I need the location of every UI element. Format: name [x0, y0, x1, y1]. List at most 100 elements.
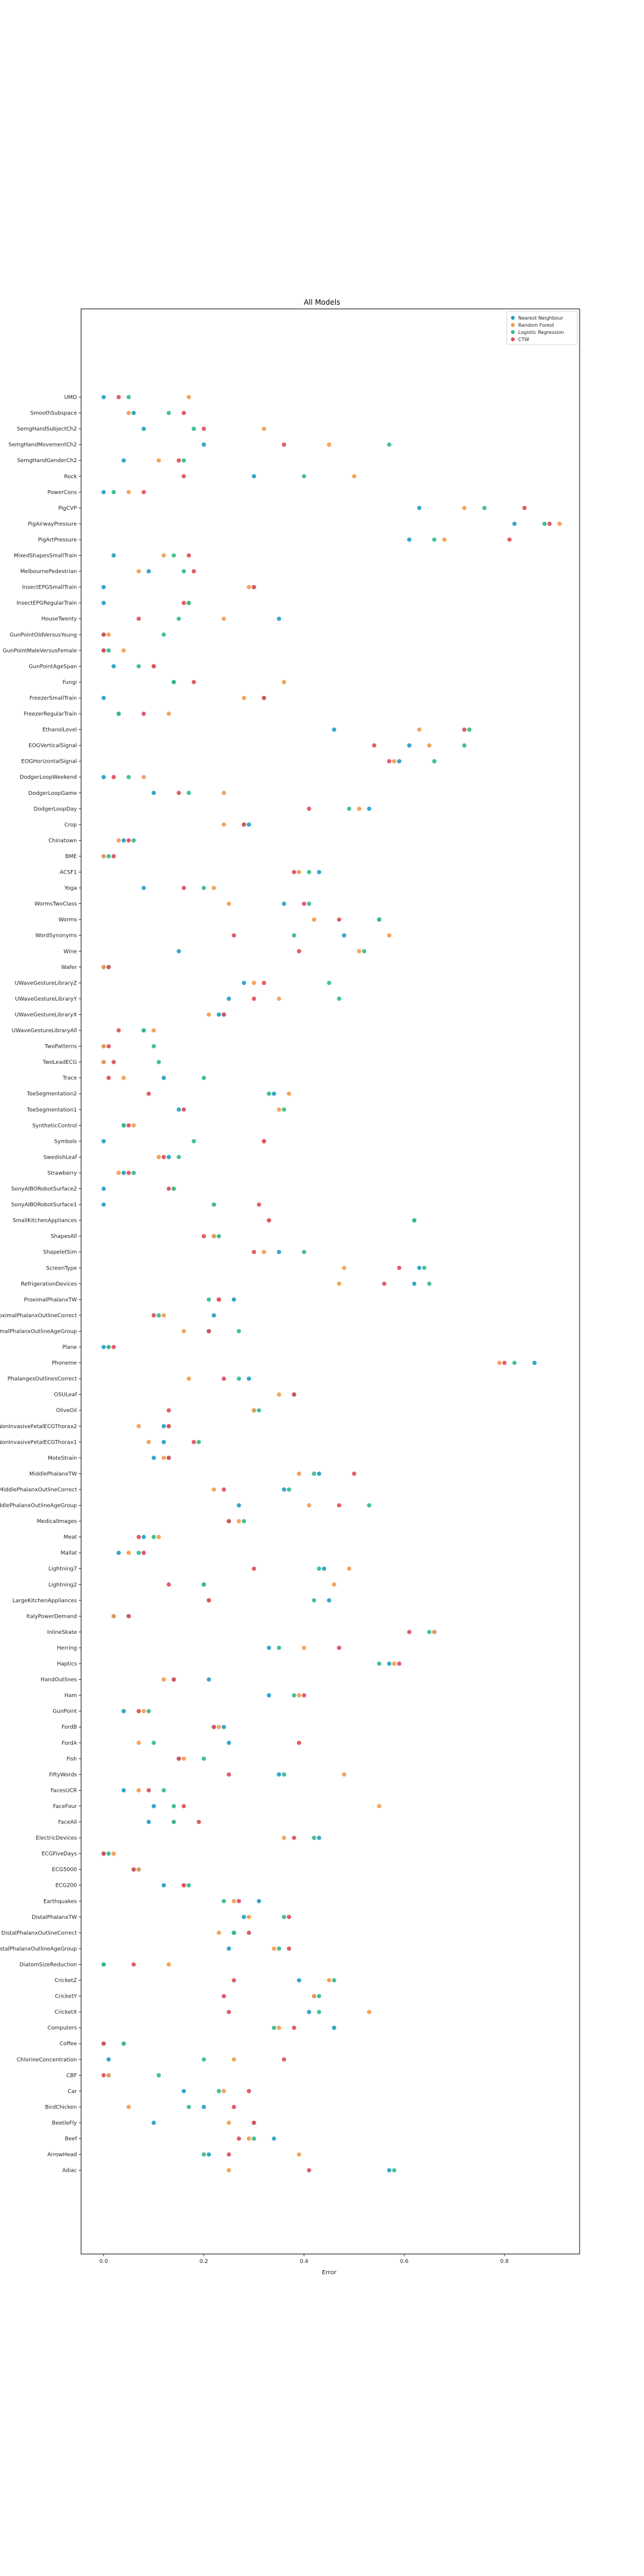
point-logistic-regression — [392, 2168, 397, 2173]
point-random-forest — [101, 965, 106, 970]
point-nearest-neighbour — [121, 1788, 126, 1792]
y-tick-label: SmallKitchenAppliances — [13, 1218, 77, 1224]
point-ctw — [166, 1186, 171, 1191]
y-tick-label: Plane — [62, 1345, 77, 1351]
point-random-forest — [162, 1313, 166, 1318]
point-logistic-regression — [151, 1044, 156, 1049]
point-ctw — [146, 1091, 151, 1096]
y-tick-label: ShapeletSim — [43, 1250, 77, 1256]
point-random-forest — [151, 1028, 156, 1033]
point-nearest-neighbour — [221, 1724, 227, 1729]
point-ctw — [106, 1044, 111, 1049]
point-nearest-neighbour — [121, 458, 126, 463]
y-tick-label: FaceAll — [58, 1820, 77, 1826]
point-logistic-regression — [287, 1487, 292, 1492]
y-tick-label: GunPointMaleVersusFemale — [3, 648, 78, 654]
point-ctw — [166, 1408, 171, 1413]
point-logistic-regression — [432, 537, 436, 542]
point-random-forest — [106, 2073, 111, 2077]
point-logistic-regression — [202, 886, 206, 890]
y-tick-label: DodgerLoopDay — [34, 806, 78, 812]
point-logistic-regression — [187, 1883, 191, 1888]
point-nearest-neighbour — [121, 1709, 126, 1714]
point-nearest-neighbour — [227, 1741, 231, 1745]
point-ctw — [382, 1281, 386, 1286]
point-ctw — [216, 1297, 221, 1302]
y-tick-label: Adiac — [62, 2168, 77, 2174]
point-ctw — [227, 1519, 231, 1524]
point-random-forest — [221, 791, 227, 795]
point-random-forest — [237, 1519, 242, 1524]
point-random-forest — [126, 1550, 131, 1555]
point-logistic-regression — [146, 1709, 151, 1714]
point-ctw — [547, 521, 552, 527]
y-tick-label: Ham — [64, 1693, 77, 1699]
point-random-forest — [352, 474, 357, 479]
y-tick-label: ECGFiveDays — [42, 1852, 78, 1857]
y-tick-label: Coffee — [60, 2041, 78, 2047]
legend-label: Random Forest — [518, 323, 554, 328]
y-tick-label: DiatomSizeReduction — [20, 1962, 77, 1968]
point-ctw — [187, 553, 191, 558]
point-nearest-neighbour — [101, 1345, 106, 1349]
x-tick-label: 0.8 — [500, 2259, 509, 2265]
point-logistic-regression — [327, 980, 332, 985]
point-logistic-regression — [277, 1645, 281, 1651]
point-logistic-regression — [191, 1139, 196, 1144]
point-nearest-neighbour — [277, 617, 281, 621]
y-tick-label: Fish — [67, 1756, 77, 1762]
point-ctw — [252, 996, 256, 1001]
point-logistic-regression — [216, 1234, 221, 1239]
y-tick-label: PigAirwayPressure — [28, 521, 78, 527]
point-ctw — [337, 1503, 342, 1508]
point-logistic-regression — [306, 869, 311, 875]
point-ctw — [281, 442, 286, 447]
y-tick-label: SemgHandSubjectCh2 — [17, 426, 77, 432]
y-tick-label: UWaveGestureLibraryZ — [15, 980, 77, 986]
point-logistic-regression — [267, 1091, 271, 1096]
y-tick-label: WormsTwoClass — [35, 902, 78, 908]
point-nearest-neighbour — [277, 1772, 281, 1777]
point-nearest-neighbour — [101, 695, 106, 701]
point-logistic-regression — [292, 1693, 296, 1698]
point-logistic-regression — [181, 458, 186, 463]
point-nearest-neighbour — [121, 838, 126, 843]
point-logistic-regression — [171, 553, 177, 558]
point-random-forest — [442, 537, 447, 542]
point-logistic-regression — [387, 442, 392, 447]
y-tick-label: NonInvasiveFetalECGThorax2 — [0, 1424, 77, 1430]
point-ctw — [212, 1724, 216, 1729]
point-nearest-neighbour — [227, 1946, 231, 1951]
point-ctw — [237, 2136, 242, 2141]
point-random-forest — [262, 426, 267, 431]
y-tick-label: InlineSkate — [47, 1630, 77, 1636]
point-logistic-regression — [106, 648, 111, 653]
point-ctw — [162, 1154, 166, 1159]
y-tick-label: ProximalPhalanxOutlineAgeGroup — [0, 1329, 77, 1335]
point-logistic-regression — [121, 1123, 126, 1128]
y-axis-group: UMD SmoothSubspace SemgHandSubjectCh2 SemgH… — [0, 395, 81, 2174]
plot-frame — [80, 308, 580, 2255]
point-ctw — [101, 1852, 106, 1856]
point-random-forest — [212, 886, 216, 890]
point-ctw — [202, 1234, 206, 1239]
point-ctw — [237, 1899, 242, 1903]
y-tick-label: PigArtPressure — [38, 537, 78, 543]
point-random-forest — [337, 1281, 342, 1286]
point-nearest-neighbour — [332, 2026, 336, 2030]
y-tick-label: Lightning2 — [48, 1582, 77, 1588]
point-logistic-regression — [106, 854, 111, 859]
legend: Nearest Neighbour Random Forest Logistic R… — [506, 311, 578, 345]
point-nearest-neighbour — [162, 1424, 166, 1429]
point-ctw — [281, 2057, 286, 2062]
point-random-forest — [156, 1154, 161, 1159]
legend-marker — [510, 323, 515, 327]
point-logistic-regression — [216, 2089, 221, 2094]
chart-title: All Models — [304, 298, 340, 306]
y-tick-label: FreezerSmallTrain — [29, 695, 77, 701]
point-logistic-regression — [302, 1250, 306, 1255]
point-ctw — [206, 1329, 211, 1334]
point-logistic-regression — [512, 1360, 517, 1366]
point-ctw — [137, 1535, 141, 1540]
point-random-forest — [462, 506, 467, 510]
